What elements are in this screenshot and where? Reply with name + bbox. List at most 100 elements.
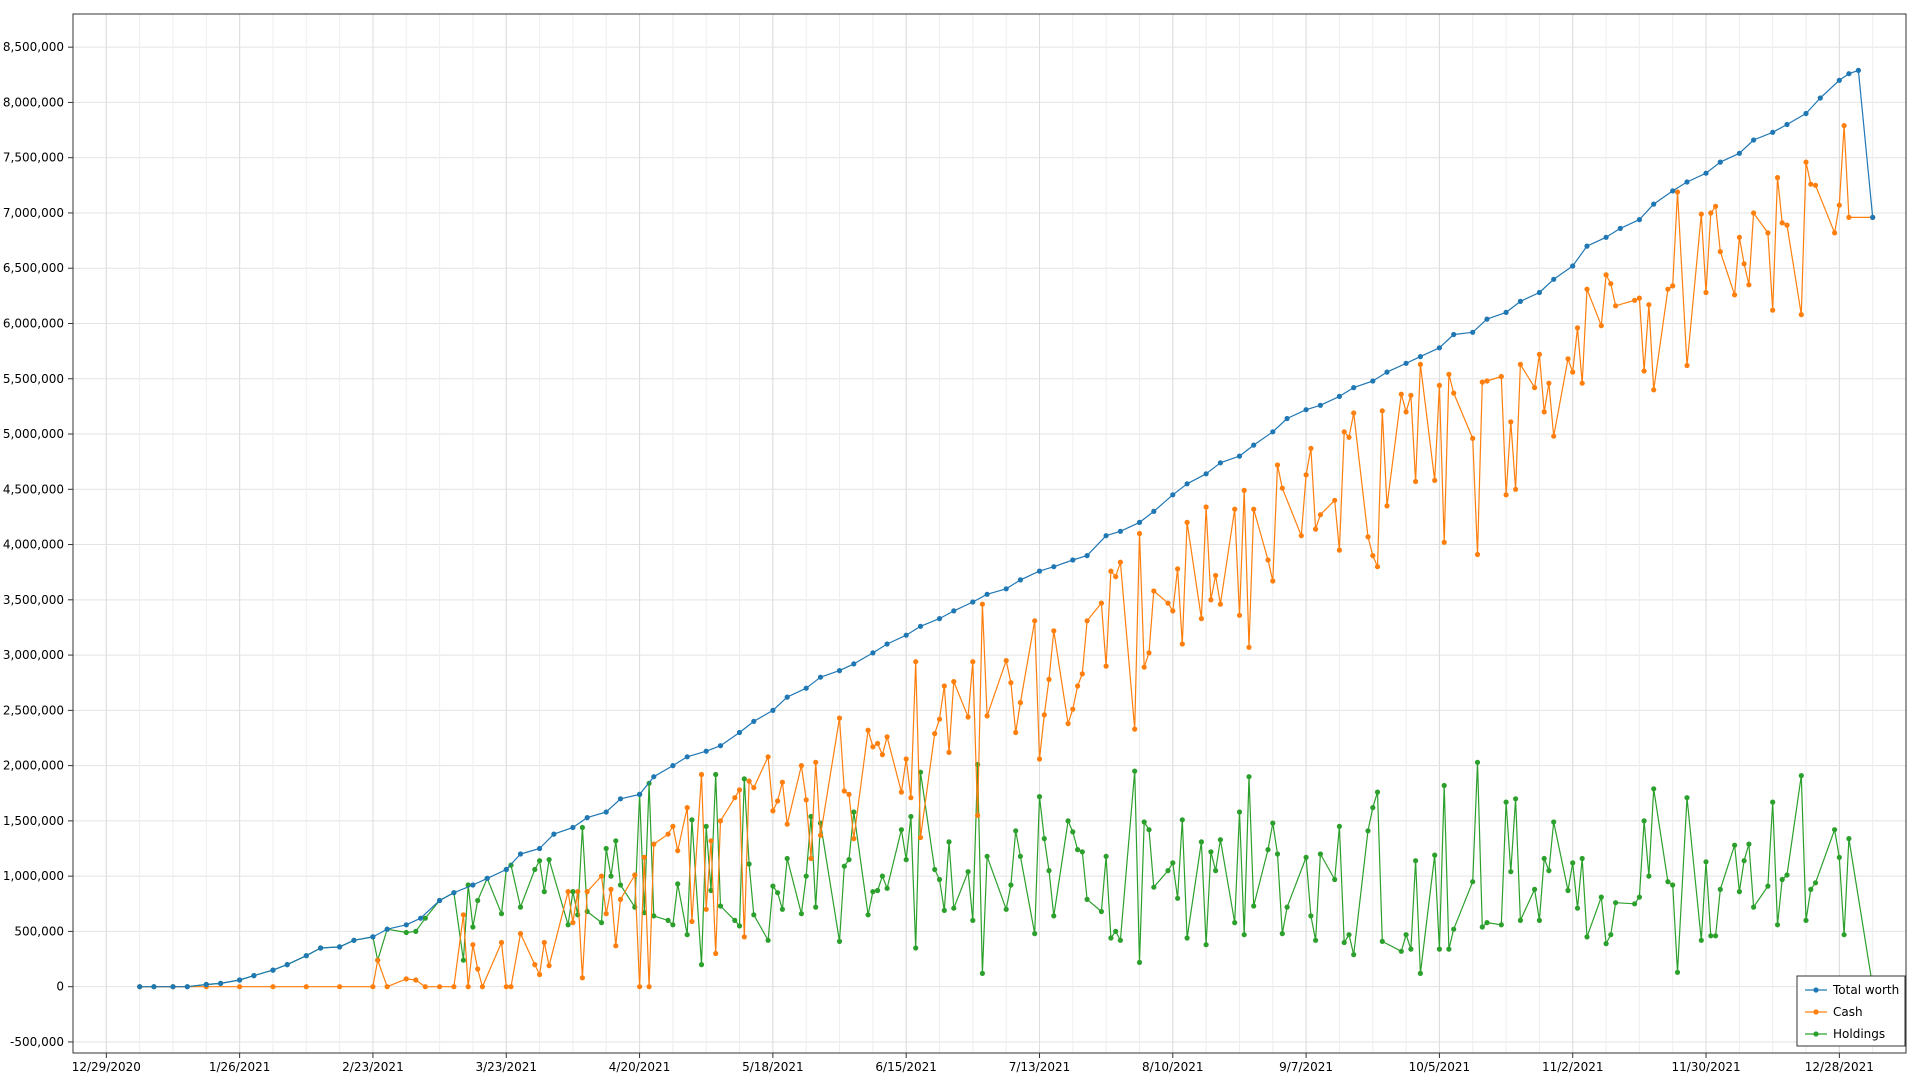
data-point-total-worth xyxy=(1503,309,1509,315)
data-point-total-worth xyxy=(1651,201,1657,207)
data-point-cash xyxy=(1603,272,1609,278)
data-point-holdings xyxy=(1703,859,1709,865)
data-point-holdings xyxy=(1432,852,1438,858)
data-point-cash xyxy=(384,984,390,990)
data-point-cash xyxy=(1546,380,1552,386)
x-tick-label: 5/18/2021 xyxy=(742,1060,804,1074)
data-point-total-worth xyxy=(1751,137,1757,143)
data-point-total-worth xyxy=(1003,586,1009,592)
data-point-total-worth xyxy=(1636,217,1642,223)
data-point-holdings xyxy=(1674,969,1681,975)
data-point-cash xyxy=(1803,159,1809,165)
data-point-cash xyxy=(808,855,814,862)
data-point-cash xyxy=(746,778,752,784)
legend-label-cash: Cash xyxy=(1833,1005,1863,1019)
data-point-cash xyxy=(798,763,805,769)
data-point-holdings xyxy=(1108,935,1114,941)
data-point-total-worth xyxy=(151,984,157,990)
data-point-total-worth xyxy=(1470,329,1476,335)
y-tick-label: 1,000,000 xyxy=(3,869,64,883)
data-point-holdings xyxy=(841,863,847,869)
data-point-total-worth xyxy=(936,616,943,622)
legend-marker-cash xyxy=(1813,1009,1819,1015)
data-point-cash xyxy=(422,984,428,990)
data-point-holdings xyxy=(651,913,657,919)
data-point-holdings xyxy=(1041,836,1047,842)
data-point-total-worth xyxy=(284,962,290,968)
data-point-cash xyxy=(1646,302,1652,308)
data-point-holdings xyxy=(532,866,538,873)
data-point-cash xyxy=(1584,286,1590,292)
data-point-cash xyxy=(1741,261,1747,267)
legend-item-holdings: Holdings xyxy=(1805,1027,1885,1041)
data-point-cash xyxy=(1665,286,1671,292)
data-point-holdings xyxy=(1284,904,1290,910)
data-point-holdings xyxy=(1765,883,1771,889)
data-point-cash xyxy=(1670,283,1676,289)
data-point-total-worth xyxy=(1270,429,1276,435)
data-point-total-worth xyxy=(1103,533,1109,539)
data-point-holdings xyxy=(879,873,886,879)
data-point-holdings xyxy=(1013,828,1019,834)
data-point-holdings xyxy=(1503,799,1509,805)
data-point-holdings xyxy=(1603,941,1609,947)
data-point-cash xyxy=(270,984,276,990)
data-point-total-worth xyxy=(751,718,757,725)
data-point-cash xyxy=(1079,671,1085,677)
data-point-holdings xyxy=(517,904,524,910)
data-point-cash xyxy=(941,683,947,689)
y-tick-label: 5,000,000 xyxy=(3,427,64,441)
data-point-holdings xyxy=(1484,920,1490,926)
data-point-total-worth xyxy=(970,599,976,605)
data-point-cash xyxy=(851,836,857,842)
data-point-cash xyxy=(1179,641,1185,647)
data-point-holdings xyxy=(1246,774,1252,780)
data-point-cash xyxy=(936,716,943,722)
data-point-holdings xyxy=(537,858,543,864)
data-point-holdings xyxy=(1436,946,1442,952)
data-point-cash xyxy=(646,984,652,990)
data-point-cash xyxy=(1036,756,1043,762)
data-point-holdings xyxy=(851,809,857,815)
data-point-holdings xyxy=(1474,759,1481,765)
data-point-cash xyxy=(1532,385,1538,391)
data-point-holdings xyxy=(1179,817,1185,823)
data-point-total-worth xyxy=(1051,564,1057,570)
data-point-holdings xyxy=(965,869,971,875)
data-point-total-worth xyxy=(484,875,490,882)
data-point-cash xyxy=(1203,504,1209,510)
data-point-cash xyxy=(665,831,671,837)
data-point-holdings xyxy=(1141,819,1147,825)
data-point-cash xyxy=(1508,419,1514,425)
data-point-holdings xyxy=(1046,868,1052,874)
data-point-holdings xyxy=(613,838,619,844)
data-point-holdings xyxy=(584,908,590,915)
data-point-holdings xyxy=(698,962,705,968)
data-point-cash xyxy=(1013,729,1019,736)
data-point-holdings xyxy=(1232,920,1238,926)
data-point-cash xyxy=(584,889,590,895)
data-point-holdings xyxy=(541,889,547,895)
data-point-holdings xyxy=(1274,851,1281,857)
data-point-holdings xyxy=(736,923,743,929)
data-point-holdings xyxy=(1570,860,1576,866)
data-point-cash xyxy=(1498,373,1504,380)
y-tick-label: 6,500,000 xyxy=(3,261,64,275)
data-point-cash xyxy=(1413,478,1419,485)
data-point-holdings xyxy=(1836,854,1842,861)
data-point-cash xyxy=(1213,572,1219,579)
data-point-total-worth xyxy=(917,623,924,629)
y-tick-label: 6,000,000 xyxy=(3,316,64,330)
data-point-holdings xyxy=(1079,849,1085,855)
data-point-holdings xyxy=(732,917,738,924)
data-point-holdings xyxy=(1551,819,1557,825)
data-point-cash xyxy=(1579,380,1585,386)
x-tick-label: 11/30/2021 xyxy=(1671,1060,1740,1074)
data-point-holdings xyxy=(670,922,676,928)
data-point-holdings xyxy=(1613,900,1619,906)
data-point-cash xyxy=(1441,539,1447,545)
data-point-cash xyxy=(1313,526,1319,532)
data-point-cash xyxy=(1432,477,1438,483)
data-point-holdings xyxy=(836,938,843,945)
